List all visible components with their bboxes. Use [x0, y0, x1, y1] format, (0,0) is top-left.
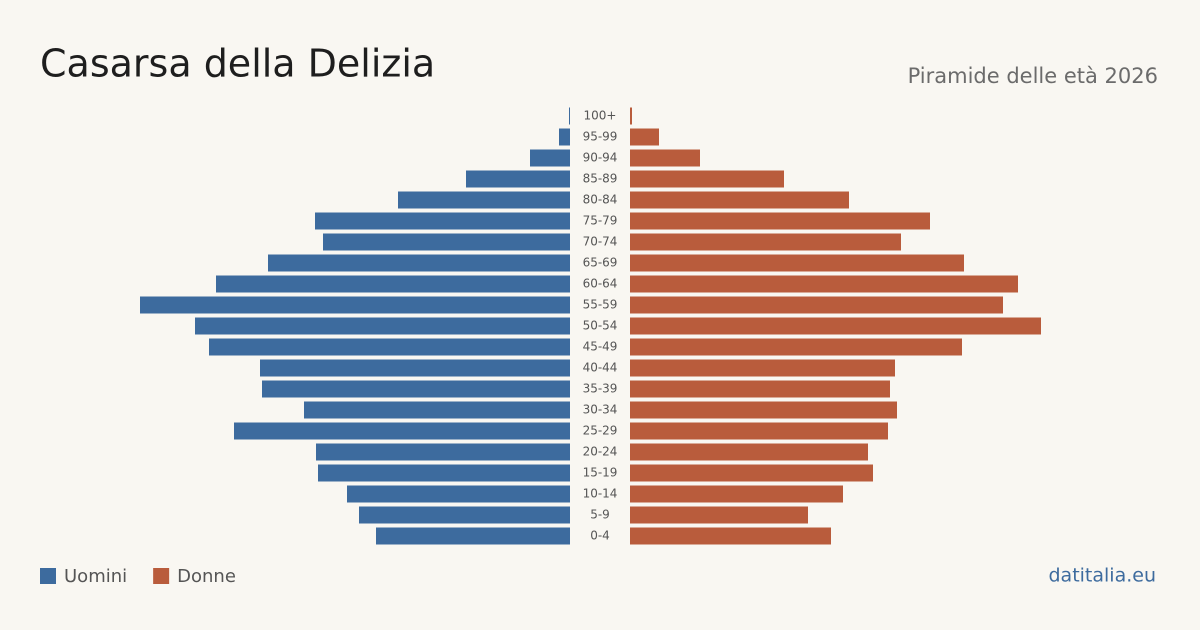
- age-label: 15-19: [583, 466, 618, 480]
- bar: [630, 380, 890, 398]
- bar: [630, 128, 659, 146]
- bar: [262, 380, 570, 398]
- bar: [216, 275, 570, 293]
- bar: [559, 128, 570, 146]
- age-label: 80-84: [583, 193, 618, 207]
- age-label: 70-74: [583, 235, 618, 249]
- bar: [630, 464, 873, 482]
- bar: [630, 170, 784, 188]
- bar: [195, 317, 570, 335]
- age-label: 55-59: [583, 298, 618, 312]
- bar: [316, 443, 570, 461]
- bar: [376, 527, 570, 545]
- bar: [630, 254, 964, 272]
- bar: [630, 191, 849, 209]
- bar: [268, 254, 570, 272]
- age-label: 65-69: [583, 256, 618, 270]
- bar: [347, 485, 570, 503]
- bar: [323, 233, 570, 251]
- bar: [260, 359, 570, 377]
- age-label: 10-14: [583, 487, 618, 501]
- bar: [315, 212, 570, 230]
- bar: [398, 191, 570, 209]
- bar: [630, 527, 831, 545]
- age-label: 30-34: [583, 403, 618, 417]
- bar: [630, 149, 700, 167]
- bar: [630, 443, 868, 461]
- bar: [630, 485, 843, 503]
- age-label: 35-39: [583, 382, 618, 396]
- bar: [630, 506, 808, 524]
- bar: [209, 338, 570, 356]
- legend-label: Uomini: [64, 566, 127, 587]
- age-label: 95-99: [583, 130, 618, 144]
- age-label: 25-29: [583, 424, 618, 438]
- age-label: 40-44: [583, 361, 618, 375]
- bar: [234, 422, 570, 440]
- bar: [466, 170, 570, 188]
- bar: [359, 506, 570, 524]
- age-label: 85-89: [583, 172, 618, 186]
- age-label: 0-4: [590, 529, 610, 543]
- age-label: 5-9: [590, 508, 610, 522]
- chart-subtitle: Piramide delle età 2026: [908, 64, 1158, 88]
- bar: [630, 359, 895, 377]
- age-label: 45-49: [583, 340, 618, 354]
- bar: [630, 212, 930, 230]
- legend-swatch: [40, 568, 56, 584]
- bar: [630, 401, 897, 419]
- bar: [630, 338, 962, 356]
- bar: [530, 149, 570, 167]
- bar: [630, 233, 901, 251]
- age-label: 20-24: [583, 445, 618, 459]
- bar: [304, 401, 570, 419]
- bar: [318, 464, 570, 482]
- bar: [630, 107, 632, 125]
- chart-title: Casarsa della Delizia: [40, 42, 435, 86]
- age-label: 90-94: [583, 151, 618, 165]
- age-label: 75-79: [583, 214, 618, 228]
- bar: [630, 317, 1041, 335]
- bar: [140, 296, 570, 314]
- source: datitalia.eu: [1049, 565, 1157, 587]
- bar: [630, 296, 1003, 314]
- bar: [630, 275, 1018, 293]
- bar: [569, 107, 570, 125]
- age-label: 50-54: [583, 319, 618, 333]
- age-label: 60-64: [583, 277, 618, 291]
- legend-label: Donne: [177, 566, 236, 587]
- bar: [630, 422, 888, 440]
- legend-swatch: [153, 568, 170, 584]
- age-label: 100+: [584, 109, 617, 123]
